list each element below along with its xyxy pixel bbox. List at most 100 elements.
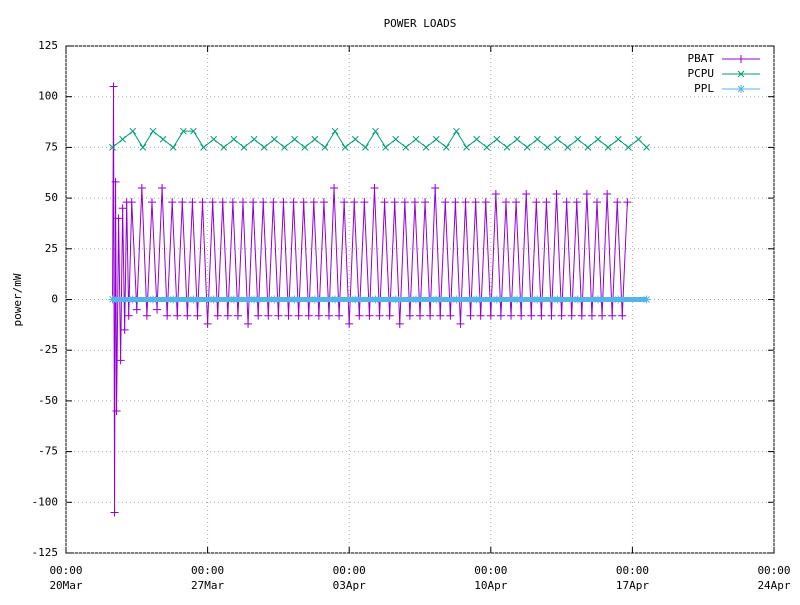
series-line <box>112 86 628 513</box>
data-point <box>189 295 198 304</box>
data-point <box>169 144 177 151</box>
data-point <box>310 295 319 304</box>
y-tick-label: -75 <box>38 445 58 458</box>
y-tick-label: -25 <box>38 343 58 356</box>
data-point <box>264 311 273 320</box>
data-point <box>442 144 450 151</box>
y-tick-label: -50 <box>38 394 58 407</box>
data-point <box>501 198 510 207</box>
data-point <box>340 198 349 207</box>
data-point <box>400 198 409 207</box>
data-point <box>169 295 178 304</box>
data-point <box>463 144 470 151</box>
data-point <box>492 295 501 304</box>
data-point <box>533 295 542 304</box>
data-point <box>244 319 253 328</box>
data-point <box>200 144 207 151</box>
data-point <box>587 311 596 320</box>
data-point <box>391 295 400 304</box>
data-point <box>452 295 461 304</box>
data-point <box>582 190 591 199</box>
data-point <box>390 198 399 207</box>
data-point <box>395 319 404 328</box>
data-point <box>557 311 566 320</box>
data-point <box>380 198 389 207</box>
data-point <box>203 319 212 328</box>
y-tick-label: 125 <box>38 39 58 52</box>
data-point <box>491 190 500 199</box>
data-point <box>564 144 572 151</box>
data-point <box>472 295 481 304</box>
data-point <box>421 198 430 207</box>
data-point <box>523 144 531 151</box>
data-point <box>493 135 501 143</box>
data-point <box>503 144 511 151</box>
data-point <box>178 198 187 207</box>
data-point <box>577 311 586 320</box>
data-point <box>301 144 309 151</box>
series-line <box>112 130 647 149</box>
data-point <box>372 127 379 135</box>
y-tick-label: 50 <box>45 191 58 204</box>
data-point <box>481 198 490 207</box>
data-point <box>614 135 622 143</box>
data-point <box>512 198 521 207</box>
data-point <box>233 311 242 320</box>
data-point <box>547 311 556 320</box>
data-point <box>290 295 299 304</box>
data-point <box>618 311 627 320</box>
data-point <box>124 311 133 320</box>
data-point <box>331 127 339 135</box>
data-point <box>270 295 279 304</box>
x-tick-label: 00:00 24Apr <box>757 564 790 592</box>
y-tick-label: -125 <box>32 546 59 559</box>
data-point <box>110 508 119 517</box>
data-point <box>365 311 374 320</box>
data-point <box>642 295 651 304</box>
data-point <box>119 135 126 143</box>
data-point <box>274 311 283 320</box>
data-point <box>158 183 167 192</box>
data-point <box>562 198 571 207</box>
data-point <box>496 311 505 320</box>
data-point <box>517 311 526 320</box>
data-point <box>109 82 118 91</box>
legend-label: PBAT <box>688 52 715 65</box>
x-tick-label: 00:00 27Mar <box>191 564 224 592</box>
data-point <box>193 311 202 320</box>
data-point <box>304 311 313 320</box>
data-point <box>483 144 491 151</box>
data-point <box>209 295 218 304</box>
data-point <box>544 144 551 151</box>
data-point <box>537 311 546 320</box>
data-point <box>594 295 603 304</box>
data-point <box>132 305 141 314</box>
data-point <box>594 135 602 143</box>
data-point <box>446 311 455 320</box>
data-point <box>441 198 450 207</box>
data-point <box>218 198 227 207</box>
data-point <box>108 295 117 304</box>
data-point <box>116 356 125 365</box>
data-point <box>392 135 400 143</box>
data-point <box>572 198 581 207</box>
data-point <box>250 295 259 304</box>
data-point <box>112 407 121 416</box>
data-point <box>603 190 612 199</box>
data-point <box>148 295 157 304</box>
data-point <box>416 311 424 320</box>
data-point <box>153 305 162 314</box>
data-point <box>168 198 177 207</box>
data-point <box>213 311 222 320</box>
data-point <box>370 183 379 192</box>
data-point <box>410 198 419 207</box>
data-point <box>259 198 268 207</box>
data-point <box>532 198 541 207</box>
data-point <box>260 144 268 151</box>
data-point <box>179 127 187 135</box>
data-point <box>210 135 218 143</box>
data-point <box>461 198 470 207</box>
data-point <box>350 198 359 207</box>
data-point <box>254 311 263 320</box>
data-point <box>405 311 414 320</box>
